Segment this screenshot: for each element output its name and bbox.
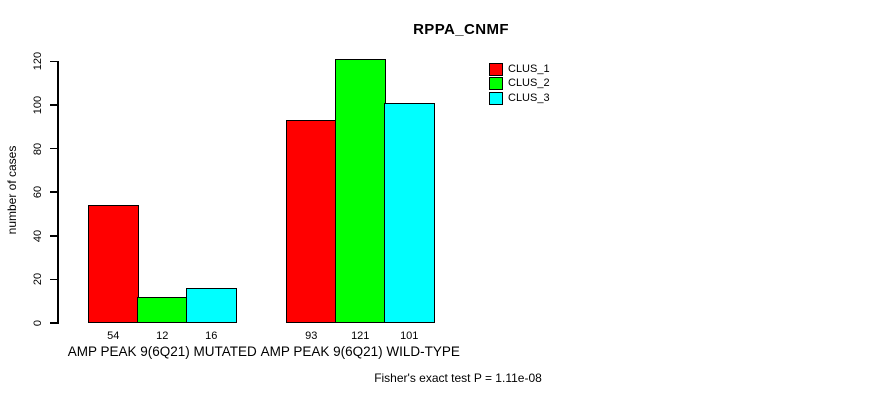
y-tick-label: 40 [32, 229, 44, 242]
legend-label: CLUS_3 [508, 91, 550, 104]
legend-label: CLUS_1 [508, 62, 550, 75]
y-axis-title: number of cases [5, 145, 19, 235]
chart-title: RPPA_CNMF [413, 21, 509, 38]
legend-swatch-clus-2 [489, 77, 503, 91]
y-tick [50, 278, 58, 281]
pvalue-annotation: Fisher's exact test P = 1.11e-08 [374, 371, 542, 385]
legend-row: CLUS_1 [489, 62, 550, 77]
y-axis-line [57, 60, 59, 324]
bar-mutated-clus-3 [186, 288, 237, 323]
bar-mutated-clus-2 [137, 296, 188, 323]
y-tick [50, 322, 58, 324]
y-tick [50, 191, 58, 193]
bar-value-label: 54 [107, 330, 120, 342]
legend-row: CLUS_3 [489, 91, 550, 106]
category-label: AMP PEAK 9(6Q21) WILD-TYPE [260, 344, 460, 359]
bar-value-label: 93 [305, 330, 318, 342]
y-tick [50, 104, 58, 106]
legend-swatch-clus-3 [489, 91, 503, 105]
y-tick-label: 0 [32, 319, 44, 327]
legend-row: CLUS_2 [489, 77, 550, 92]
y-tick-label: 80 [32, 142, 44, 155]
y-tick [50, 235, 58, 237]
y-tick-label: 20 [32, 273, 44, 286]
y-tick [50, 147, 58, 150]
bar-value-label: 16 [205, 330, 218, 342]
y-tick [50, 60, 58, 63]
legend-swatch-clus-1 [489, 62, 503, 76]
legend: CLUS_1 CLUS_2 CLUS_3 [489, 62, 550, 106]
legend-label: CLUS_2 [508, 77, 550, 90]
bar-wild-type-clus-3 [384, 102, 435, 323]
y-tick-label: 120 [32, 52, 44, 71]
y-tick-label: 60 [32, 186, 44, 199]
y-tick-label: 100 [32, 95, 44, 115]
category-label: AMP PEAK 9(6Q21) MUTATED [67, 344, 257, 359]
bar-value-label: 121 [351, 330, 370, 342]
bar-mutated-clus-1 [88, 205, 139, 323]
bar-value-label: 12 [156, 330, 169, 342]
bar-wild-type-clus-2 [335, 59, 386, 323]
bar-wild-type-clus-1 [286, 120, 337, 323]
bar-value-label: 101 [400, 330, 419, 342]
